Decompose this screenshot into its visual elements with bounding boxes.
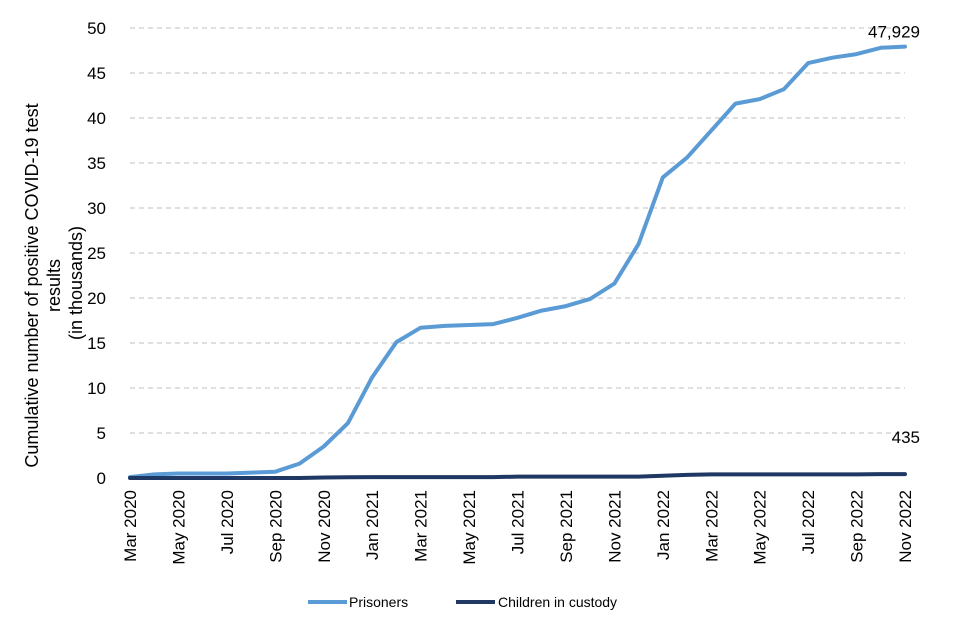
series-lines: [128, 44, 907, 480]
x-tick-label: May 2021: [460, 490, 479, 565]
y-tick-label: 35: [87, 154, 106, 173]
y-tick-label: 40: [87, 109, 106, 128]
legend: Prisoners Children in custody: [308, 594, 617, 610]
legend-item-prisoners: Prisoners: [308, 594, 408, 610]
x-tick-label: Nov 2021: [605, 490, 624, 563]
y-tick-label: 20: [87, 289, 106, 308]
grid-lines: [130, 27, 905, 434]
y-axis-title-line-3: (in thousands): [66, 226, 86, 340]
end-value-label: 47,929: [868, 23, 920, 42]
end-value-label: 435: [892, 428, 920, 447]
x-tick-label: Nov 2020: [315, 490, 334, 563]
data-labels: 47,929 435: [868, 23, 920, 447]
legend-label-prisoners: Prisoners: [349, 594, 408, 610]
y-tick-label: 45: [87, 64, 106, 83]
legend-item-children: Children in custody: [456, 594, 617, 610]
x-axis-ticks: Mar 2020 May 2020 Jul 2020 Sep 2020 Nov 2020…: [121, 490, 915, 565]
x-tick-label: May 2022: [751, 490, 770, 565]
x-tick-label: Nov 2022: [896, 490, 915, 563]
x-tick-label: Jul 2021: [509, 490, 528, 554]
y-axis-ticks: 0 5 10 15 20 25 30 35 40 45 50: [87, 19, 106, 488]
x-tick-label: Mar 2021: [412, 490, 431, 562]
y-axis-title-line-1: Cumulative number of positive COVID-19 t…: [22, 103, 42, 467]
y-tick-label: 5: [97, 424, 106, 443]
x-tick-label: Sep 2022: [848, 490, 867, 563]
x-tick-label: Mar 2020: [121, 490, 140, 562]
y-axis-title-line-2: results: [44, 259, 64, 312]
y-tick-label: 10: [87, 379, 106, 398]
y-tick-label: 30: [87, 199, 106, 218]
y-axis-title: Cumulative number of positive COVID-19 t…: [22, 98, 86, 467]
x-tick-label: Jan 2022: [654, 490, 673, 560]
y-tick-label: 15: [87, 334, 106, 353]
x-tick-label: Jul 2020: [218, 490, 237, 554]
x-tick-label: Jan 2021: [363, 490, 382, 560]
x-tick-label: Sep 2021: [557, 490, 576, 563]
x-tick-label: Sep 2020: [266, 490, 285, 563]
x-tick-label: Mar 2022: [702, 490, 721, 562]
x-tick-label: May 2020: [169, 490, 188, 565]
series-line-prisoners: [128, 44, 907, 480]
series-line-children-in-custody: [128, 472, 907, 480]
y-tick-label: 0: [97, 469, 106, 488]
legend-label-children: Children in custody: [498, 594, 617, 610]
x-tick-label: Jul 2022: [799, 490, 818, 554]
y-tick-label: 50: [87, 19, 106, 38]
y-tick-label: 25: [87, 244, 106, 263]
